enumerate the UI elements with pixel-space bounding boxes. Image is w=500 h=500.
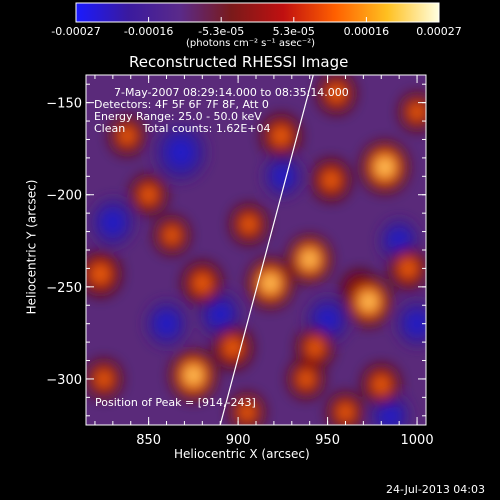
bright-source bbox=[144, 189, 154, 200]
colorbar-gradient bbox=[75, 2, 440, 23]
bright-source bbox=[276, 130, 286, 142]
bright-source bbox=[189, 371, 198, 380]
bright-source bbox=[95, 268, 106, 280]
axis-ticks: 850 900 950 1000 −150 −200 −250 −300 bbox=[46, 75, 434, 448]
dark-source bbox=[213, 307, 227, 322]
y-axis-label: Heliocentric Y (arcsec) bbox=[24, 179, 39, 315]
colorbar-tick-label: -0.00027 bbox=[51, 25, 100, 38]
bright-source bbox=[341, 407, 350, 417]
bright-source bbox=[380, 162, 389, 172]
bright-source bbox=[310, 342, 320, 353]
annotation-energy-range: Energy Range: 25.0 - 50.0 keV bbox=[94, 110, 262, 123]
peak-position-label: Position of Peak = [914,-243] bbox=[95, 396, 256, 409]
bright-source bbox=[266, 279, 275, 288]
x-tick-label: 850 bbox=[136, 433, 161, 448]
dark-source bbox=[105, 214, 120, 231]
dark-source bbox=[172, 143, 190, 162]
bright-source bbox=[403, 263, 413, 274]
dark-source bbox=[383, 408, 397, 423]
bright-source bbox=[326, 174, 336, 186]
bright-source bbox=[376, 379, 386, 390]
y-tick-label: −250 bbox=[46, 281, 82, 296]
annotation-time-range: 7-May-2007 08:29:14.000 to 08:35:14.000 bbox=[114, 86, 349, 99]
colorbar-tick-label: 0.00016 bbox=[344, 25, 390, 38]
x-tick-label: 900 bbox=[226, 433, 251, 448]
dark-source bbox=[410, 316, 424, 332]
colorbar-tick-label: 5.3e-05 bbox=[273, 25, 315, 38]
x-tick-label: 950 bbox=[315, 433, 340, 448]
annotation-detectors: Detectors: 4F 5F 6F 7F 8F, Att 0 bbox=[94, 98, 269, 111]
dark-source bbox=[320, 312, 335, 328]
annotation-clean-counts: Clean Total counts: 1.62E+04 bbox=[94, 122, 271, 135]
colorbar-ticks: -0.00027 -0.00016 -5.3e-05 5.3e-05 0.00016 0.… bbox=[51, 17, 462, 38]
chart-title: Reconstructed RHESSI Image bbox=[129, 53, 349, 71]
x-axis-label: Heliocentric X (arcsec) bbox=[174, 447, 310, 461]
colorbar-unit-label: (photons cm⁻² s⁻¹ asec⁻²) bbox=[186, 38, 316, 49]
bright-source bbox=[242, 407, 252, 417]
bright-source bbox=[99, 374, 109, 384]
bright-source bbox=[301, 374, 311, 384]
y-tick-label: −300 bbox=[46, 373, 82, 388]
bright-source bbox=[306, 255, 314, 264]
bright-source bbox=[197, 277, 208, 289]
bright-source bbox=[167, 230, 177, 240]
x-tick-label: 1000 bbox=[401, 433, 434, 448]
bright-source bbox=[227, 342, 238, 354]
bright-source bbox=[122, 130, 132, 141]
colorbar-tick-label: -5.3e-05 bbox=[198, 25, 244, 38]
colorbar-tick-label: -0.00016 bbox=[124, 25, 173, 38]
bright-source bbox=[331, 88, 342, 99]
dark-source bbox=[159, 316, 174, 332]
y-tick-label: −200 bbox=[46, 189, 82, 204]
colorbar-tick-label: 0.00027 bbox=[416, 25, 462, 38]
y-tick-label: −150 bbox=[46, 97, 82, 112]
limb-line bbox=[219, 75, 314, 425]
footer-timestamp: 24-Jul-2013 04:03 bbox=[386, 483, 486, 496]
bright-source bbox=[244, 219, 254, 230]
bright-source bbox=[412, 107, 422, 117]
bright-source bbox=[365, 297, 373, 306]
colorbar: -0.00027 -0.00016 -5.3e-05 5.3e-05 0.00016 0.… bbox=[51, 2, 462, 38]
dark-source bbox=[392, 233, 406, 248]
